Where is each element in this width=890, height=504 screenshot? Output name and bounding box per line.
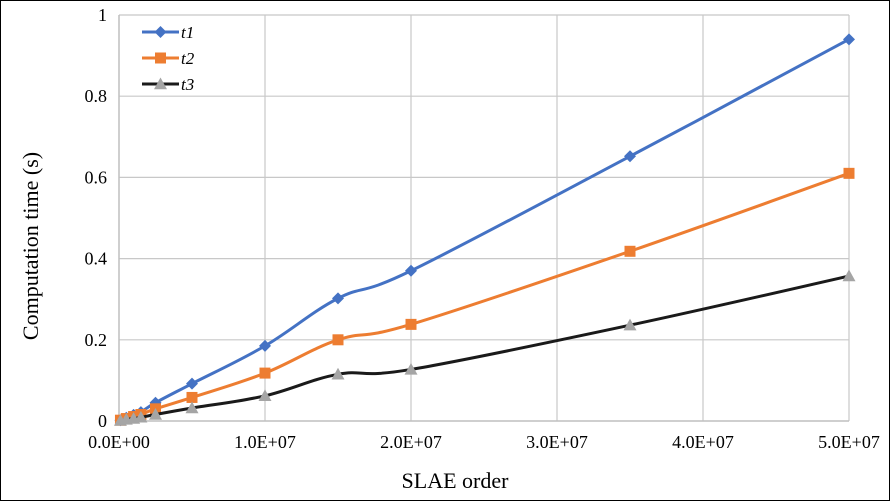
data-point-t3 bbox=[149, 408, 162, 420]
data-point-t2 bbox=[259, 367, 271, 379]
y-tick-label: 0.2 bbox=[85, 330, 108, 350]
data-point-t3 bbox=[331, 367, 345, 380]
data-point-t1 bbox=[405, 264, 417, 277]
grid bbox=[119, 14, 850, 421]
data-point-t1 bbox=[186, 377, 198, 390]
data-point-t1 bbox=[843, 33, 855, 46]
y-tick-label: 0.8 bbox=[85, 86, 108, 106]
y-axis-title: Computation time (s) bbox=[18, 152, 43, 340]
data-point-t2 bbox=[843, 167, 855, 179]
tick-labels: 0.0E+00 1.0E+07 2.0E+07 3.0E+07 4.0E+07 5.0E+… bbox=[85, 5, 880, 452]
data-point-t1 bbox=[624, 150, 636, 163]
legend-label: t3 bbox=[181, 75, 194, 94]
series bbox=[113, 33, 856, 427]
legend-marker bbox=[154, 26, 167, 38]
y-tick-label: 0.6 bbox=[85, 167, 108, 187]
data-point-t1 bbox=[259, 339, 271, 352]
axes bbox=[118, 15, 849, 422]
data-point-t3 bbox=[623, 318, 637, 331]
legend-item-t3: t3 bbox=[142, 75, 194, 94]
x-tick-label: 3.0E+07 bbox=[526, 432, 588, 452]
series-t3 bbox=[113, 269, 856, 426]
data-point-t2 bbox=[624, 245, 636, 257]
legend: t1 t2 t3 bbox=[142, 23, 195, 94]
series-line-t3 bbox=[120, 274, 850, 423]
data-point-t3 bbox=[842, 269, 856, 282]
x-tick-label: 5.0E+07 bbox=[818, 432, 880, 452]
data-point-t3 bbox=[134, 410, 148, 423]
series-line-t2 bbox=[120, 171, 850, 422]
data-point-t1 bbox=[332, 292, 344, 305]
data-point-t3 bbox=[258, 389, 272, 402]
x-tick-label: 1.0E+07 bbox=[234, 432, 296, 452]
legend-item-t1: t1 bbox=[142, 23, 194, 42]
y-tick-label: 0 bbox=[98, 411, 107, 431]
legend-label: t1 bbox=[181, 23, 194, 42]
legend-marker bbox=[154, 77, 167, 90]
y-tick-label: 1 bbox=[98, 5, 107, 25]
data-point-t2 bbox=[186, 391, 198, 403]
data-point-t2 bbox=[332, 334, 344, 346]
data-point-t3 bbox=[404, 362, 418, 375]
y-tick-label: 0.4 bbox=[85, 249, 108, 269]
legend-label: t2 bbox=[181, 49, 195, 68]
data-point-t3 bbox=[185, 401, 199, 414]
series-t2 bbox=[114, 167, 855, 426]
data-point-t2 bbox=[405, 318, 417, 330]
x-tick-label: 4.0E+07 bbox=[672, 432, 734, 452]
x-axis-title: SLAE order bbox=[402, 468, 510, 493]
series-t1 bbox=[114, 33, 855, 427]
x-tick-label: 0.0E+00 bbox=[88, 432, 150, 452]
legend-item-t2: t2 bbox=[142, 49, 195, 68]
x-tick-label: 2.0E+07 bbox=[380, 432, 442, 452]
legend-marker bbox=[155, 52, 166, 64]
